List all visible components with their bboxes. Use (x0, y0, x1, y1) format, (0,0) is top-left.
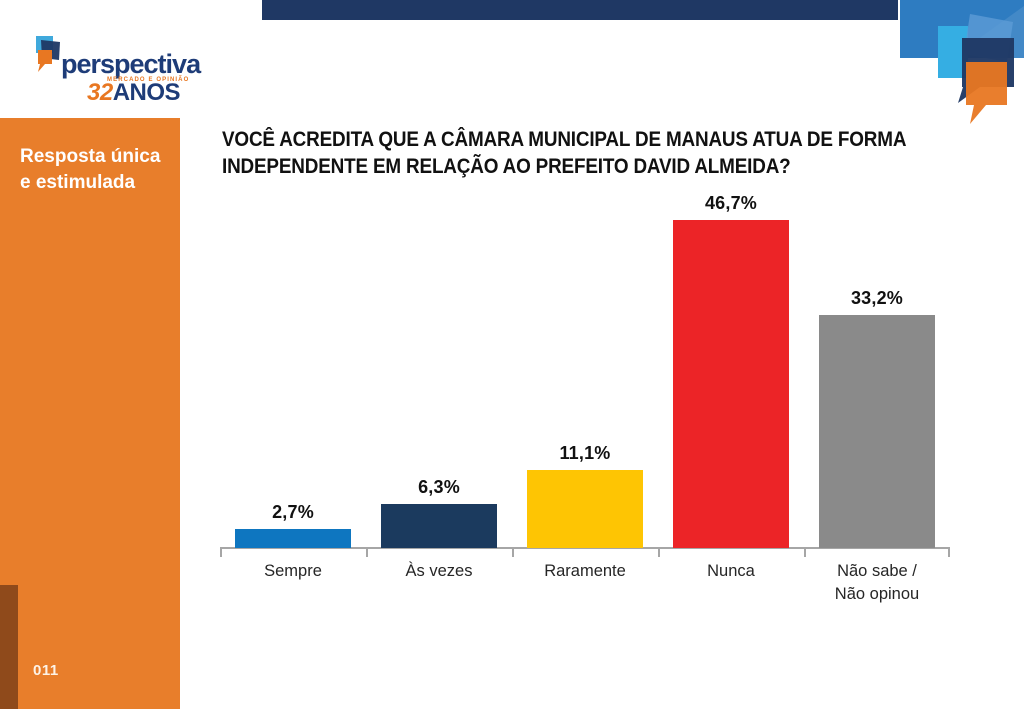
anniversary-number: 32 (87, 79, 113, 106)
axis-tick (804, 547, 806, 557)
logo-bubbles-icon (36, 36, 60, 72)
question-line-2: INDEPENDENTE EM RELAÇÃO AO PREFEITO DAVI… (222, 155, 791, 178)
logo-tagline: MERCADO E OPINIÃO (107, 77, 190, 83)
category-label: Às vezes (405, 562, 473, 580)
question-title: VOCÊ ACREDITA QUE A CÂMARA MUNICIPAL DE … (222, 126, 924, 180)
axis-tick (366, 547, 368, 557)
anniversary-word: ANOS (112, 79, 181, 106)
question-line-1: VOCÊ ACREDITA QUE A CÂMARA MUNICIPAL DE … (222, 128, 907, 151)
logo-anniversary: 32ANOS (87, 79, 181, 107)
category-label: Sempre (264, 562, 322, 580)
category-label: Não sabe / Não opinou (834, 562, 920, 603)
bar-3 (673, 220, 789, 548)
bar-4 (819, 315, 935, 548)
sidebar-panel (0, 118, 180, 709)
bar-value-label: 33,2% (850, 288, 904, 308)
bar-value-label: 46,7% (704, 193, 758, 213)
corner-logo (900, 0, 1024, 132)
axis-tick (948, 547, 950, 557)
company-logo: perspectiva MERCADO E OPINIÃO 32ANOS (33, 34, 201, 109)
response-type-label: Resposta única e estimulada (20, 146, 161, 193)
bar-value-label: 6,3% (418, 477, 460, 497)
page-number: 011 (33, 662, 59, 679)
axis-tick (658, 547, 660, 557)
bar-value-label: 11,1% (559, 443, 611, 463)
bar-value-label: 2,7% (272, 502, 314, 522)
bar-0 (235, 529, 351, 548)
bar-1 (381, 504, 497, 548)
bar-chart: 2,7% Sempre 6,3% Às vezes 11,1% Raramente 46,7… (220, 190, 950, 620)
top-accent-bar (262, 0, 898, 20)
x-axis-line (220, 547, 950, 549)
axis-tick (512, 547, 514, 557)
axis-tick (220, 547, 222, 557)
sidebar-dark-strip (0, 585, 18, 709)
logo-name: perspectiva (61, 49, 201, 79)
bar-2 (527, 470, 643, 548)
category-label: Raramente (544, 562, 626, 580)
category-label: Nunca (707, 562, 755, 580)
speech-bubbles-icon (900, 0, 1024, 124)
